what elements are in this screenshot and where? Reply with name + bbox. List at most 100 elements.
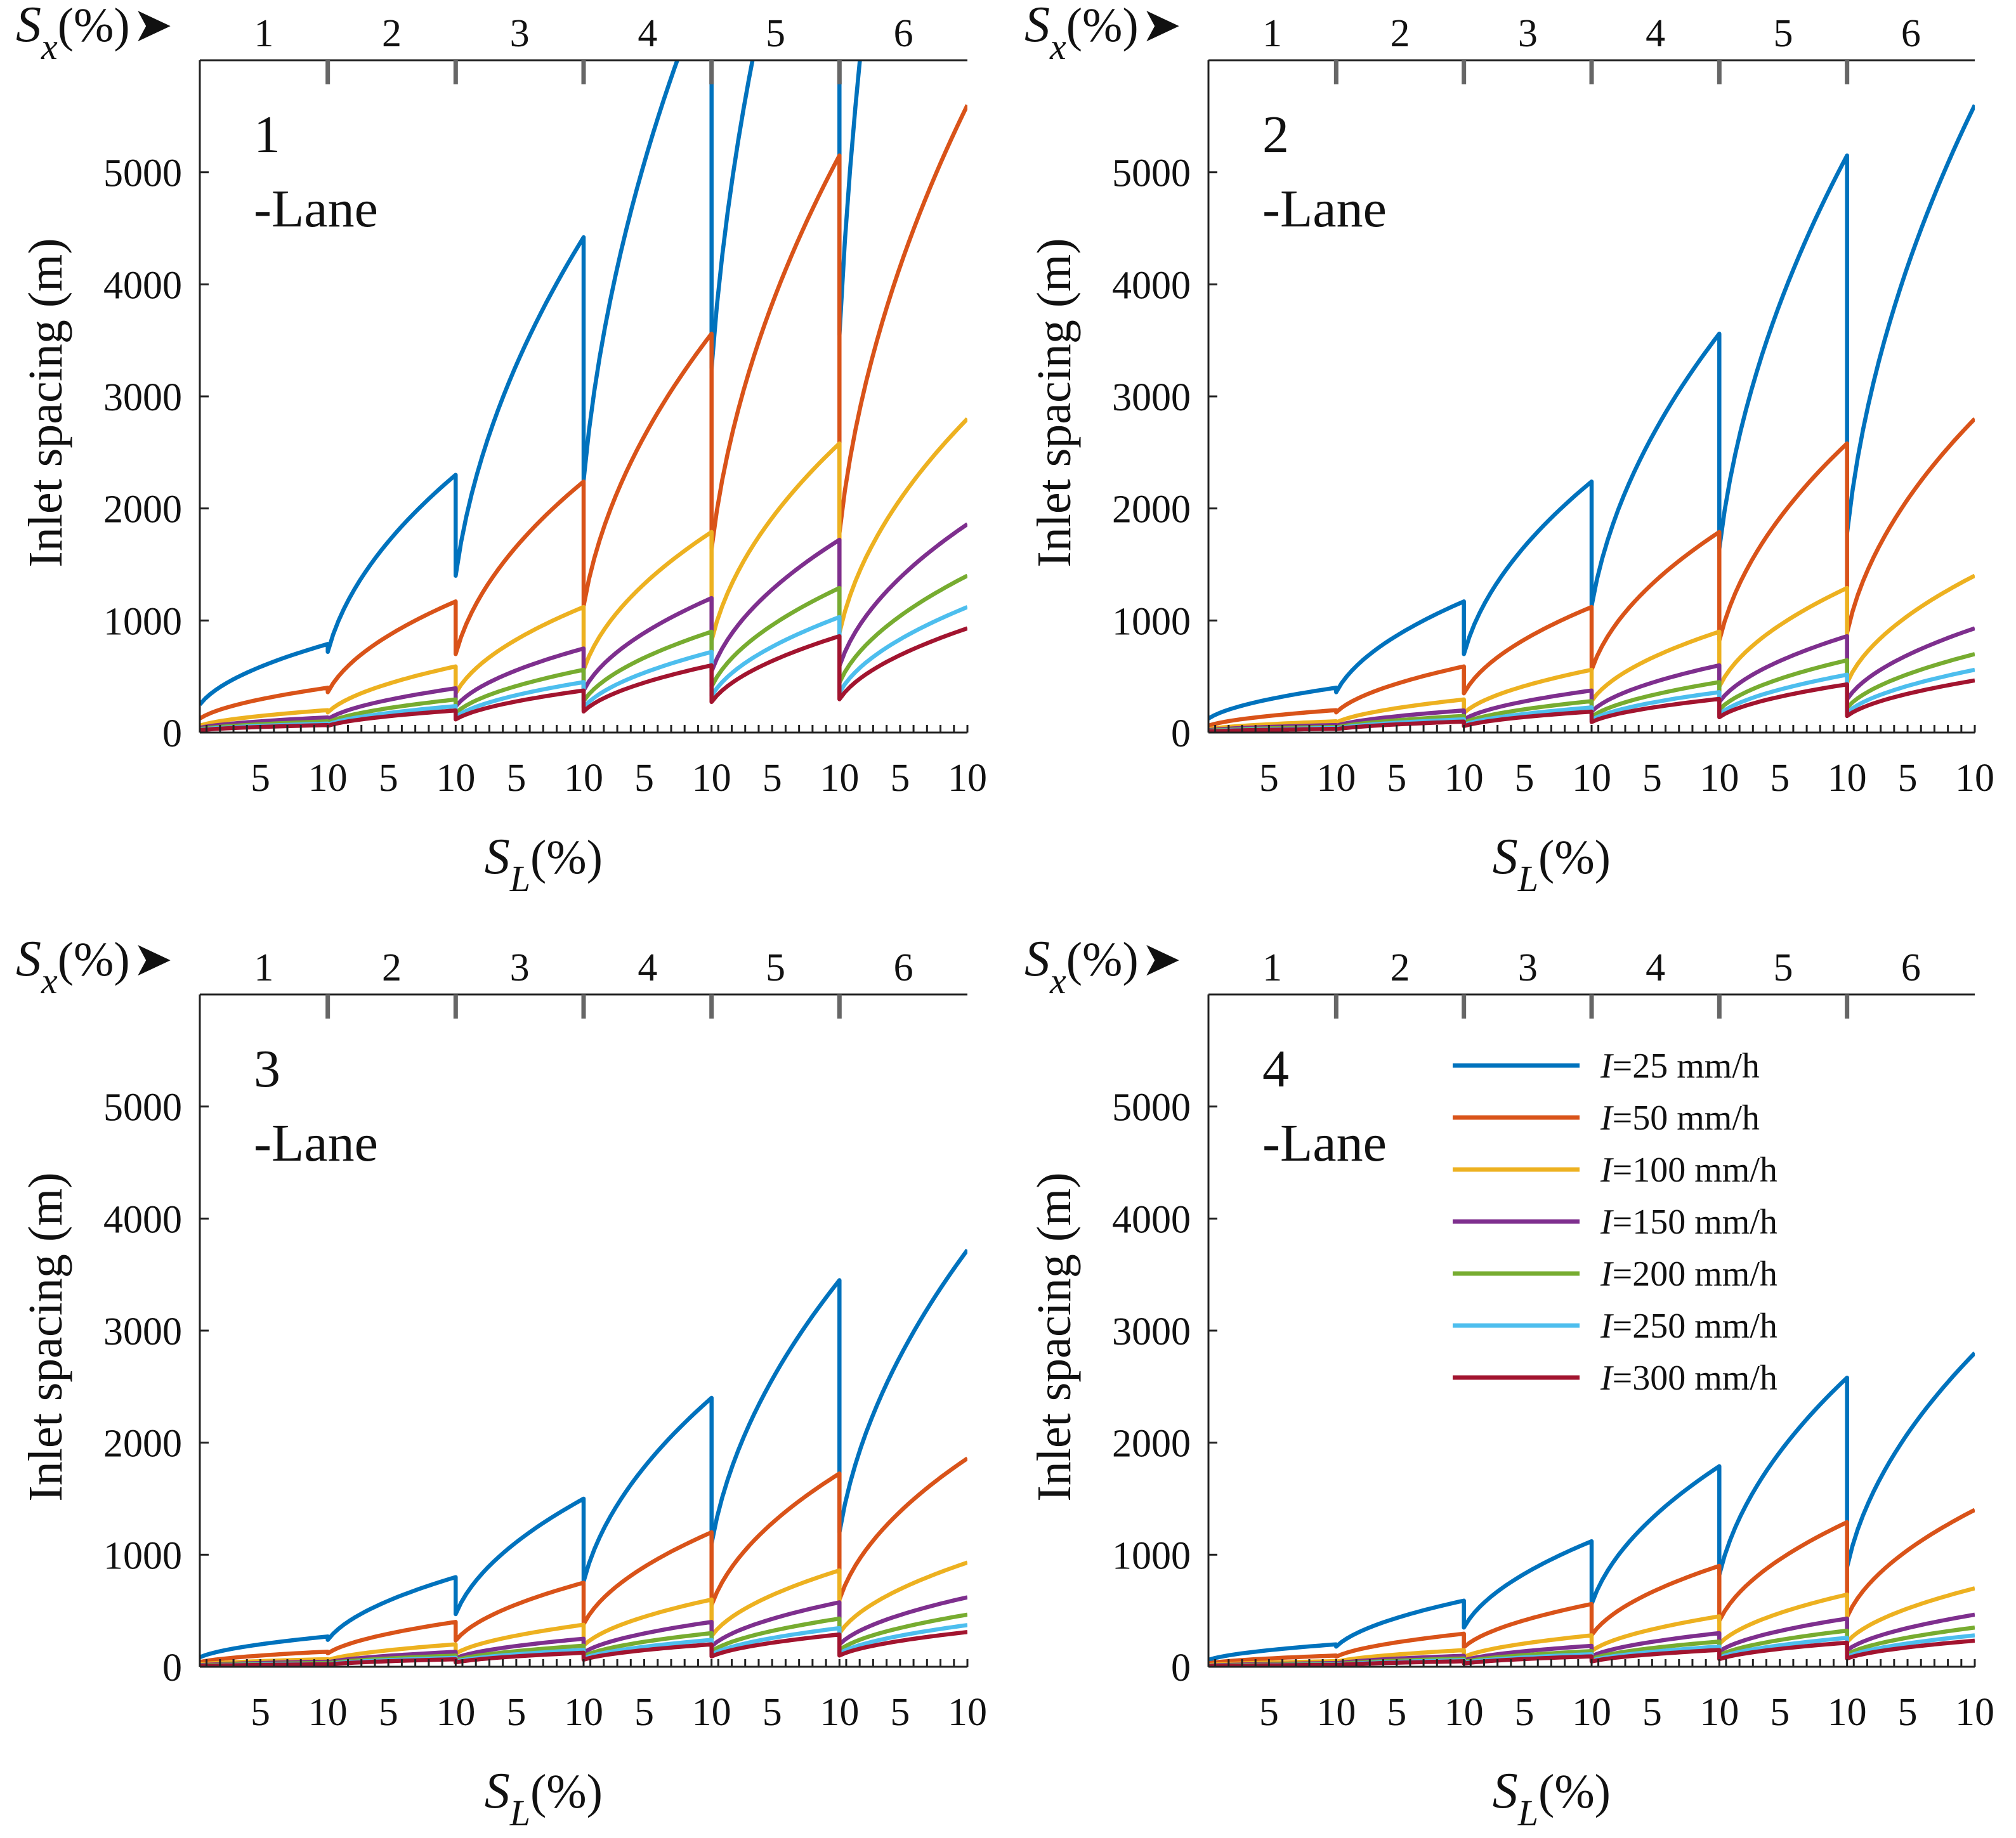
- y-tick-label: 4000: [103, 1198, 182, 1241]
- y-tick-label: 4000: [103, 264, 182, 307]
- plot-area: [200, 60, 967, 733]
- sx-tick-label: 2: [382, 12, 402, 55]
- y-tick-label: 5000: [103, 152, 182, 195]
- sl-tick-label: 5: [379, 1691, 398, 1734]
- legend-label-text: =300 mm/h: [1613, 1359, 1777, 1398]
- legend-item: I=300 mm/h: [1453, 1359, 1777, 1398]
- sl-tick-label: 10: [692, 757, 731, 800]
- sx-subscript: x: [1049, 26, 1066, 67]
- y-tick-label: 1000: [1112, 600, 1191, 643]
- legend-label-prefix: I: [1600, 1307, 1614, 1346]
- legend-label-text: =50 mm/h: [1613, 1098, 1760, 1138]
- y-tick-label: 5000: [103, 1086, 182, 1130]
- panel-number: 4: [1262, 1040, 1289, 1098]
- sl-tick-label: 10: [1699, 1691, 1739, 1734]
- y-tick-label: 5000: [1112, 1086, 1191, 1130]
- sx-tick-label: 5: [1774, 946, 1793, 989]
- legend-label-prefix: I: [1600, 1098, 1614, 1138]
- sx-axis-label: Sx(%)➤: [16, 0, 173, 67]
- sl-axis-label: SL(%): [485, 829, 603, 899]
- sl-tick-label: 10: [692, 1691, 731, 1734]
- sx-tick-label: 6: [1901, 12, 1921, 55]
- sx-symbol: S: [1024, 931, 1050, 987]
- sl-subscript: L: [509, 1792, 530, 1834]
- sx-symbol: S: [1024, 0, 1050, 53]
- legend-label: I=150 mm/h: [1600, 1203, 1777, 1242]
- sl-tick-label: 5: [506, 1691, 526, 1734]
- sl-tick-label: 5: [1515, 1691, 1535, 1734]
- sx-tick-label: 1: [1262, 12, 1282, 55]
- sx-tick-label: 4: [638, 946, 657, 989]
- sl-tick-label: 10: [1572, 1691, 1611, 1734]
- y-tick-label: 2000: [103, 488, 182, 531]
- y-tick-label: 4000: [1112, 1198, 1191, 1241]
- sl-tick-label: 10: [1955, 1691, 1994, 1734]
- sx-tick-label: 1: [254, 946, 273, 989]
- sl-tick-label: 5: [634, 757, 654, 800]
- plot-area: [200, 1248, 967, 1667]
- sl-tick-label: 10: [1699, 757, 1739, 800]
- sl-tick-label: 5: [1515, 757, 1535, 800]
- sl-tick-label: 5: [506, 757, 526, 800]
- sl-tick-label: 5: [763, 757, 782, 800]
- sl-tick-label: 10: [1444, 1691, 1484, 1734]
- legend-label: I=250 mm/h: [1600, 1307, 1777, 1346]
- sx-tick-label: 2: [382, 946, 402, 989]
- sx-tick-label: 1: [1262, 946, 1282, 989]
- legend-item: I=100 mm/h: [1453, 1150, 1777, 1190]
- legend-item: I=200 mm/h: [1453, 1255, 1777, 1294]
- legend: I=25 mm/hI=50 mm/hI=100 mm/hI=150 mm/hI=…: [1453, 1046, 1777, 1398]
- series-line-i-100: [1208, 573, 1975, 731]
- legend-label-prefix: I: [1600, 1046, 1614, 1086]
- legend-item: I=50 mm/h: [1453, 1098, 1760, 1138]
- plot-area: [1208, 1352, 1975, 1667]
- sl-tick-label: 5: [890, 1691, 910, 1734]
- legend-label-text: =250 mm/h: [1613, 1307, 1777, 1346]
- sl-subscript: L: [1517, 858, 1538, 899]
- legend-label-text: =200 mm/h: [1613, 1255, 1777, 1294]
- sl-symbol: S: [485, 829, 510, 885]
- sl-tick-label: 5: [1770, 757, 1790, 800]
- y-tick-label: 0: [162, 712, 182, 755]
- y-axis-label: Inlet spacing (m): [19, 1172, 72, 1501]
- sx-tick-label: 5: [766, 946, 785, 989]
- y-tick-label: 3000: [1112, 376, 1191, 419]
- panel-lane-label: -Lane: [1262, 179, 1387, 238]
- legend-item: I=25 mm/h: [1453, 1046, 1760, 1086]
- sx-arrow-icon: ➤: [133, 0, 173, 52]
- sx-subscript: x: [41, 960, 58, 1001]
- sl-tick-label: 10: [820, 1691, 859, 1734]
- sx-arrow-icon: ➤: [1141, 0, 1182, 52]
- sl-tick-label: 5: [1898, 757, 1918, 800]
- sx-unit: (%): [58, 933, 130, 986]
- sx-tick-label: 4: [638, 12, 657, 55]
- y-tick-label: 5000: [1112, 152, 1191, 195]
- y-axis-label: Inlet spacing (m): [1028, 1172, 1081, 1501]
- sl-tick-label: 10: [948, 1691, 987, 1734]
- sx-tick-label: 2: [1391, 12, 1410, 55]
- sl-tick-label: 10: [1316, 1691, 1356, 1734]
- sl-tick-label: 10: [564, 1691, 603, 1734]
- sl-tick-label: 10: [436, 757, 475, 800]
- sl-subscript: L: [1517, 1792, 1538, 1834]
- sl-symbol: S: [1493, 1763, 1518, 1819]
- legend-label-text: =150 mm/h: [1613, 1203, 1777, 1242]
- panel-lane-label: -Lane: [1262, 1114, 1387, 1173]
- sl-tick-label: 10: [1828, 1691, 1867, 1734]
- y-tick-label: 3000: [1112, 1310, 1191, 1353]
- sx-tick-label: 3: [510, 946, 530, 989]
- series-line-i-25: [200, 1248, 967, 1660]
- sl-tick-label: 5: [1642, 1691, 1662, 1734]
- sx-unit: (%): [1066, 0, 1139, 52]
- legend-label: I=300 mm/h: [1600, 1359, 1777, 1398]
- sl-tick-label: 10: [1444, 757, 1484, 800]
- sl-tick-label: 5: [634, 1691, 654, 1734]
- sx-axis-label: Sx(%)➤: [1024, 0, 1181, 67]
- y-tick-label: 0: [162, 1646, 182, 1690]
- sl-tick-label: 5: [251, 1691, 270, 1734]
- sx-subscript: x: [41, 26, 58, 67]
- legend-label-text: =25 mm/h: [1613, 1046, 1760, 1086]
- sl-tick-label: 10: [948, 757, 987, 800]
- y-tick-label: 1000: [1112, 1534, 1191, 1577]
